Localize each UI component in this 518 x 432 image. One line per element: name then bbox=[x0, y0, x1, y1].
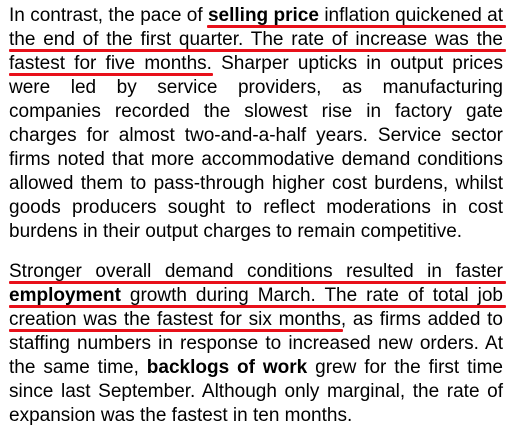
text-run: inflation quickened at bbox=[318, 5, 503, 26]
bold-term-backlogs-of-work: backlogs of work bbox=[146, 357, 308, 378]
paragraph-line: In contrast, the pace of selling price i… bbox=[9, 4, 503, 28]
highlight-underline bbox=[9, 73, 213, 76]
paragraph-line: allowed them to pass-through higher cost… bbox=[9, 173, 503, 194]
paragraph-line: creation was the fastest for six months,… bbox=[9, 309, 503, 330]
paragraph-line: expansion was the fastest in ten months. bbox=[9, 405, 353, 426]
paragraph-line: employment growth during March. The rate… bbox=[9, 284, 503, 308]
text-run: grew for the first time bbox=[307, 357, 503, 378]
highlight-underline bbox=[9, 49, 506, 52]
bold-term-employment: employment bbox=[9, 285, 121, 306]
highlight-underline bbox=[9, 305, 506, 308]
paragraph-line: since last September. Although only marg… bbox=[9, 381, 503, 402]
paragraph-line: goods producers sought to reflect modera… bbox=[9, 197, 503, 218]
paragraph-line: the end of the first quarter. The rate o… bbox=[9, 29, 503, 50]
paragraph-line: burdens in their output charges to remai… bbox=[9, 221, 463, 242]
paragraph-line: companies recorded the slowest rise in f… bbox=[9, 101, 503, 122]
highlight-underline bbox=[9, 329, 343, 332]
text-run: In contrast, the pace of bbox=[9, 5, 208, 26]
paragraph-line: staffing numbers in response to increase… bbox=[9, 333, 503, 354]
paragraph-line: charges for almost two-and-a-half years.… bbox=[9, 125, 503, 146]
paragraph-line: firms noted that more accommodative dema… bbox=[9, 149, 503, 170]
paragraph-line: fastest for five months. Sharper upticks… bbox=[9, 53, 503, 74]
text-run: growth during March. The rate of total j… bbox=[120, 285, 503, 306]
paragraph-line: the same time, backlogs of work grew for… bbox=[9, 356, 503, 380]
text-run: the same time, bbox=[9, 357, 147, 378]
highlight-underline bbox=[9, 281, 506, 284]
bold-term-selling-price: selling price bbox=[207, 5, 319, 26]
highlight-underline bbox=[207, 25, 506, 28]
paragraph-line: were led by service providers, as manufa… bbox=[9, 77, 503, 98]
paragraph-line: Stronger overall demand conditions resul… bbox=[9, 261, 503, 282]
